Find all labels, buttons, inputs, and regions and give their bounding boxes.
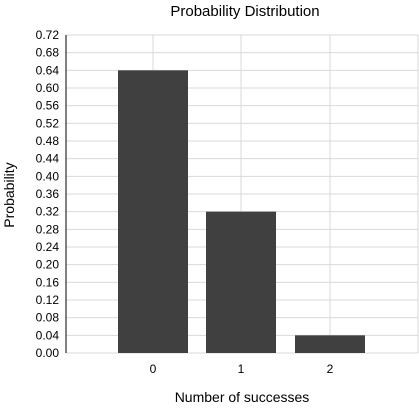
x-tick-label: 0 (150, 362, 157, 376)
x-tick-label: 2 (327, 362, 334, 376)
y-tick-label: 0.40 (36, 169, 60, 183)
y-tick-label: 0.36 (36, 187, 60, 201)
x-axis-label: Number of successes (175, 389, 310, 405)
bar-2 (295, 335, 365, 353)
chart-title: Probability Distribution (170, 3, 319, 20)
y-axis-ticks: 0.00 0.04 0.08 0.12 0.16 0.20 0.24 0.28 0.32 0.36… (36, 28, 60, 360)
bar-1 (206, 211, 276, 353)
y-tick-label: 0.60 (36, 81, 60, 95)
y-tick-label: 0.44 (36, 152, 60, 166)
y-tick-label: 0.12 (36, 293, 60, 307)
y-axis-label: Probability (1, 162, 17, 227)
y-tick-label: 0.52 (36, 116, 60, 130)
bars (118, 70, 365, 353)
y-tick-label: 0.56 (36, 99, 60, 113)
x-tick-label: 1 (238, 362, 245, 376)
bar-0 (118, 70, 188, 353)
x-axis-ticks: 0 1 2 (150, 362, 334, 376)
y-tick-label: 0.16 (36, 275, 60, 289)
y-tick-label: 0.48 (36, 134, 60, 148)
y-tick-label: 0.24 (36, 240, 60, 254)
y-tick-label: 0.28 (36, 222, 60, 236)
y-tick-label: 0.72 (36, 28, 60, 42)
y-tick-label: 0.00 (36, 346, 60, 360)
y-tick-label: 0.68 (36, 46, 60, 60)
y-tick-label: 0.64 (36, 63, 60, 77)
y-tick-label: 0.04 (36, 328, 60, 342)
y-tick-label: 0.32 (36, 205, 60, 219)
y-tick-label: 0.20 (36, 258, 60, 272)
y-tick-label: 0.08 (36, 311, 60, 325)
